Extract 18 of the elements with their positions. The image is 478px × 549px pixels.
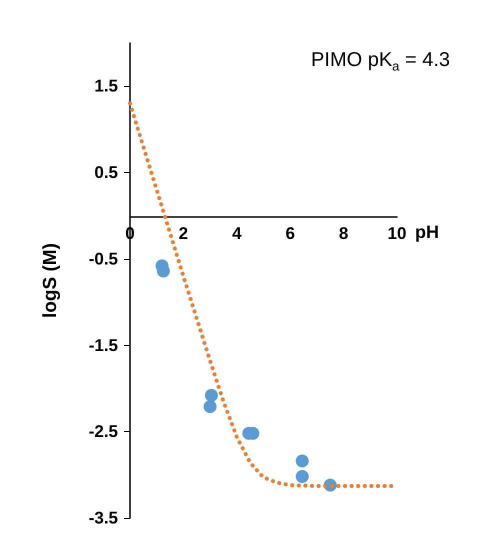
point (296, 470, 309, 484)
point (204, 388, 218, 402)
point (204, 400, 217, 414)
x-tick-label: 2 (178, 224, 188, 243)
x-tick-label: 10 (388, 224, 406, 243)
y-axis-title: logS (M) (40, 243, 61, 318)
y-tick-label: -3.5 (88, 508, 118, 528)
x-tick-label: 8 (338, 224, 348, 243)
point (156, 264, 170, 278)
y-tick-label: -1.5 (88, 336, 118, 355)
point (296, 454, 309, 468)
y-tick-label: 1.5 (94, 76, 118, 96)
y-tick-label: -2.5 (88, 422, 118, 442)
y-tick-label: 0.5 (94, 163, 118, 182)
x-tick-label: 4 (232, 224, 242, 243)
x-tick-label: 6 (285, 224, 295, 243)
y-tick-label: -0.5 (88, 249, 118, 268)
x-axis-title: pH (415, 222, 439, 242)
